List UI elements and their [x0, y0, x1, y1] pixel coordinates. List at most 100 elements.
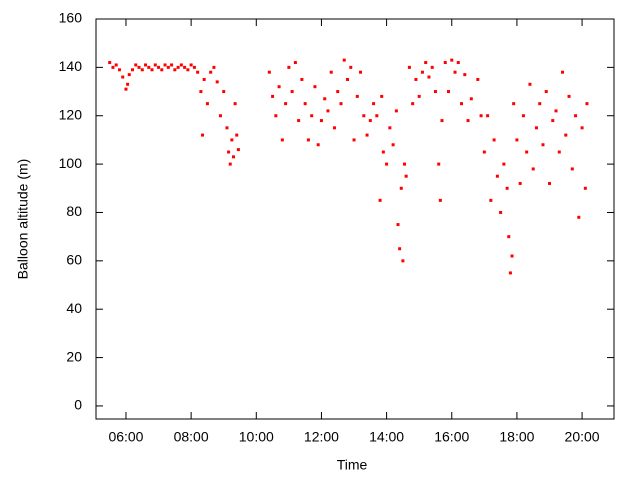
point [531, 167, 535, 171]
point [580, 126, 584, 130]
x-tick-label: 06:00 [108, 429, 143, 445]
point [515, 138, 519, 142]
point [140, 68, 144, 72]
point [300, 77, 304, 81]
y-tick-label: 60 [66, 252, 82, 268]
plot-frame [95, 18, 615, 420]
point [176, 65, 180, 69]
point [482, 150, 486, 154]
point [567, 94, 571, 98]
point [274, 114, 278, 118]
point [557, 150, 561, 154]
point [499, 210, 503, 214]
point [130, 68, 134, 72]
point [443, 61, 447, 65]
point [332, 126, 336, 130]
point [179, 63, 183, 67]
point [420, 70, 424, 74]
x-tick-label: 20:00 [565, 429, 600, 445]
point [166, 65, 170, 69]
point [202, 77, 206, 81]
y-tick-label: 40 [66, 300, 82, 316]
point [277, 85, 281, 89]
point [342, 58, 346, 62]
point [505, 186, 509, 190]
point [547, 181, 551, 185]
point [230, 138, 234, 142]
point [319, 119, 323, 123]
point [414, 77, 418, 81]
point [460, 102, 464, 106]
point [126, 82, 130, 86]
point [173, 68, 177, 72]
x-tick-label: 16:00 [434, 429, 469, 445]
point [381, 150, 385, 154]
point [534, 126, 538, 130]
point [209, 70, 213, 74]
point [507, 235, 511, 239]
point [271, 94, 275, 98]
point [433, 90, 437, 94]
point [541, 143, 545, 147]
point [183, 65, 187, 69]
point [346, 77, 350, 81]
point [127, 73, 131, 77]
point [438, 198, 442, 202]
point [394, 109, 398, 113]
point [326, 109, 330, 113]
point [403, 162, 407, 166]
point [508, 271, 512, 275]
point [287, 65, 291, 69]
point [427, 75, 431, 79]
point [521, 114, 525, 118]
point [228, 162, 232, 166]
point [280, 138, 284, 142]
point [544, 90, 548, 94]
point [117, 68, 121, 72]
point [388, 126, 392, 130]
point [404, 174, 408, 178]
point [212, 65, 216, 69]
point [231, 155, 235, 159]
point [124, 87, 128, 91]
point [137, 65, 141, 69]
point [222, 90, 226, 94]
point [440, 119, 444, 123]
point [577, 215, 581, 219]
point [306, 138, 310, 142]
point [372, 102, 376, 106]
y-tick-label: 120 [59, 106, 83, 122]
point [476, 77, 480, 81]
point [144, 63, 148, 67]
y-tick-label: 20 [66, 348, 82, 364]
point [385, 162, 389, 166]
point [456, 61, 460, 65]
point [160, 68, 164, 72]
x-axis-label: Time [337, 457, 368, 473]
point [411, 102, 415, 106]
point [564, 133, 568, 137]
point [189, 63, 193, 67]
point [199, 90, 203, 94]
x-tick-label: 12:00 [304, 429, 339, 445]
point [585, 102, 589, 106]
point [574, 114, 578, 118]
point [407, 65, 411, 69]
point [463, 73, 467, 77]
point [502, 162, 506, 166]
point [469, 97, 473, 101]
x-tick-label: 18:00 [499, 429, 534, 445]
point [147, 65, 151, 69]
point [391, 143, 395, 147]
point [525, 150, 529, 154]
point [121, 75, 125, 79]
point [134, 63, 138, 67]
point [489, 198, 493, 202]
point [437, 162, 441, 166]
point [303, 102, 307, 106]
x-tick-label: 08:00 [174, 429, 209, 445]
y-tick-label: 160 [59, 10, 83, 26]
point [453, 70, 457, 74]
point [396, 223, 400, 227]
